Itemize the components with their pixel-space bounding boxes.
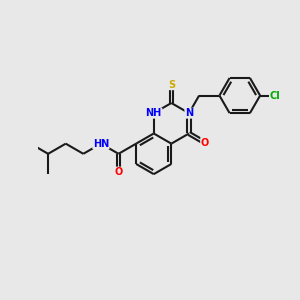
Text: N: N <box>185 108 193 118</box>
Text: NH: NH <box>146 108 162 118</box>
Text: S: S <box>168 80 175 90</box>
Text: Cl: Cl <box>270 91 281 100</box>
Text: HN: HN <box>93 139 109 148</box>
Text: O: O <box>114 167 123 177</box>
Text: O: O <box>201 138 209 148</box>
